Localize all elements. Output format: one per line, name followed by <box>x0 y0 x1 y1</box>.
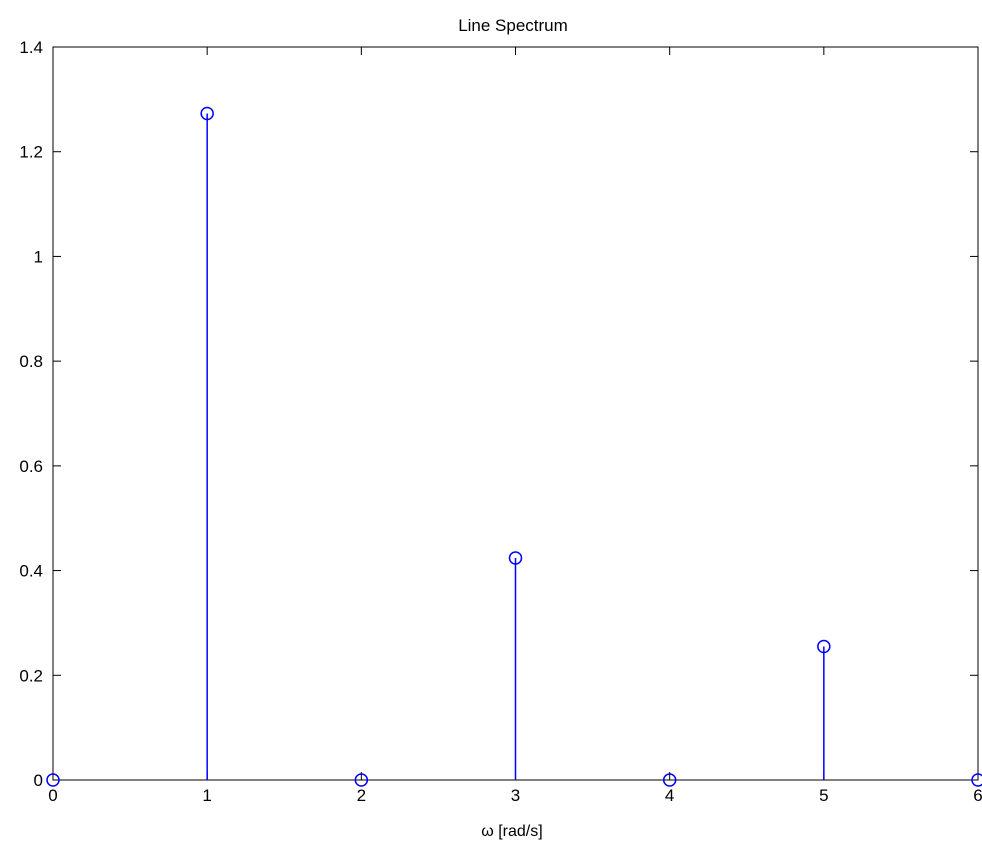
x-axis-label: ω [rad/s] <box>481 823 542 840</box>
stem-marker <box>817 639 831 654</box>
stem-marker <box>508 551 523 565</box>
y-tick-label: 0.8 <box>19 352 43 371</box>
y-tick-label: 1.4 <box>19 38 43 57</box>
x-tick-label: 2 <box>357 786 366 805</box>
y-tick-label: 1 <box>34 247 43 266</box>
stem-marker <box>354 773 369 787</box>
plot-area: 0 0.2 0.4 0.6 0.8 1 1.2 1.4 0 1 2 3 4 5 6 <box>19 38 982 805</box>
x-tick-label: 1 <box>202 786 211 805</box>
x-tick-label: 3 <box>511 786 520 805</box>
stem-marker <box>46 773 60 787</box>
y-tick-label: 0.2 <box>19 666 43 685</box>
stem-marker <box>971 773 982 787</box>
x-tick-label: 6 <box>973 786 982 805</box>
x-tick-label: 0 <box>48 786 57 805</box>
chart-title: Line Spectrum <box>458 16 568 35</box>
stem-marker <box>200 106 214 121</box>
y-tick-label: 0 <box>34 771 43 790</box>
stem-marker <box>662 773 677 787</box>
x-tick-label: 4 <box>665 786 674 805</box>
y-tick-label: 1.2 <box>19 143 43 162</box>
y-tick-label: 0.6 <box>19 457 43 476</box>
y-tick-label: 0.4 <box>19 562 43 581</box>
x-tick-label: 5 <box>819 786 828 805</box>
